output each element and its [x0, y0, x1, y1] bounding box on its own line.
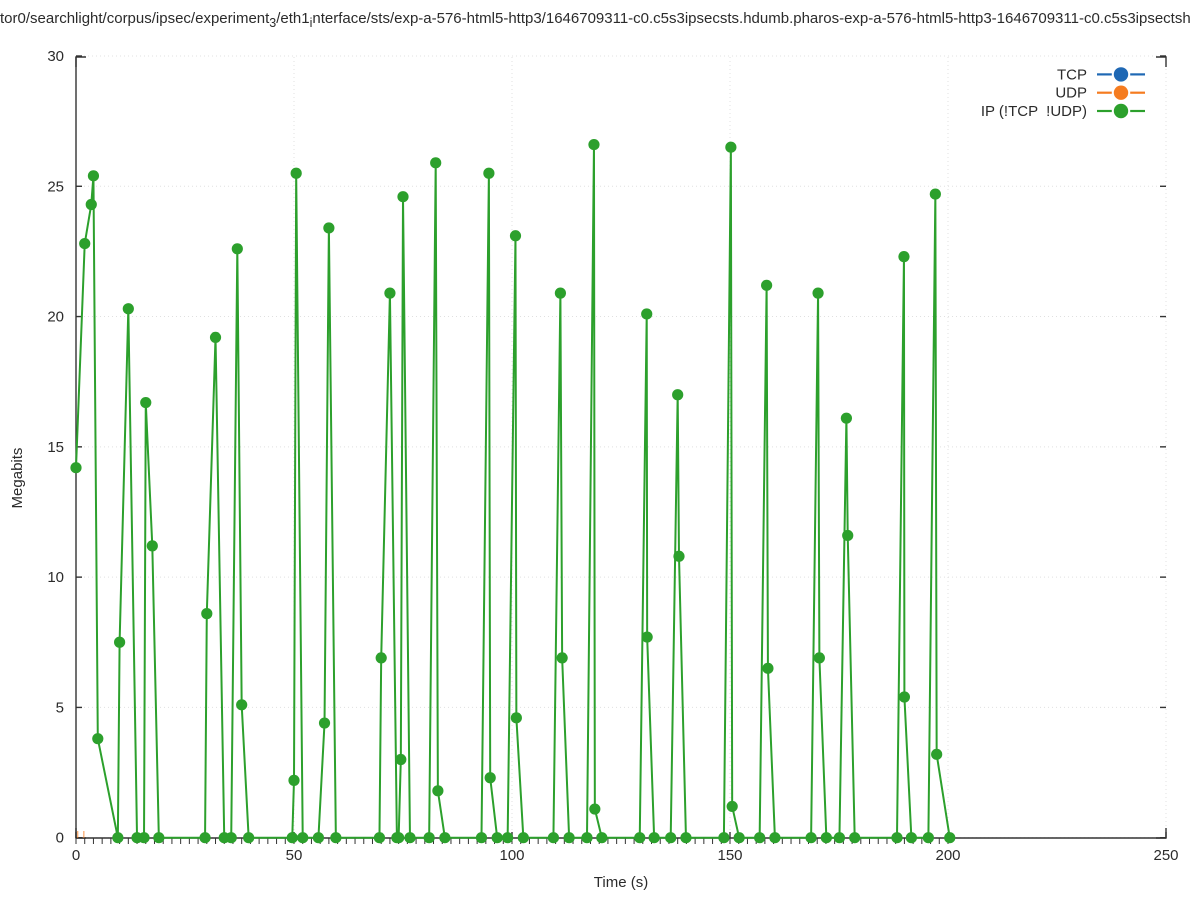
- svg-text:Megabits: Megabits: [9, 448, 26, 509]
- svg-text:0: 0: [72, 847, 80, 864]
- svg-text:UDP: UDP: [1055, 85, 1087, 102]
- svg-text:10: 10: [47, 569, 64, 586]
- svg-text:TCP: TCP: [1057, 66, 1087, 83]
- svg-text:200: 200: [935, 847, 960, 864]
- svg-text:25: 25: [47, 178, 64, 195]
- svg-text:50: 50: [286, 847, 303, 864]
- svg-text:20: 20: [47, 309, 64, 326]
- svg-text:15: 15: [47, 439, 64, 456]
- svg-text:5: 5: [56, 699, 64, 716]
- svg-text:150: 150: [717, 847, 742, 864]
- svg-text:0: 0: [56, 830, 64, 847]
- svg-text:30: 30: [47, 48, 64, 65]
- svg-text:250: 250: [1153, 847, 1178, 864]
- svg-text:100: 100: [499, 847, 524, 864]
- svg-text:IP (!TCP !UDP): IP (!TCP !UDP): [981, 103, 1087, 120]
